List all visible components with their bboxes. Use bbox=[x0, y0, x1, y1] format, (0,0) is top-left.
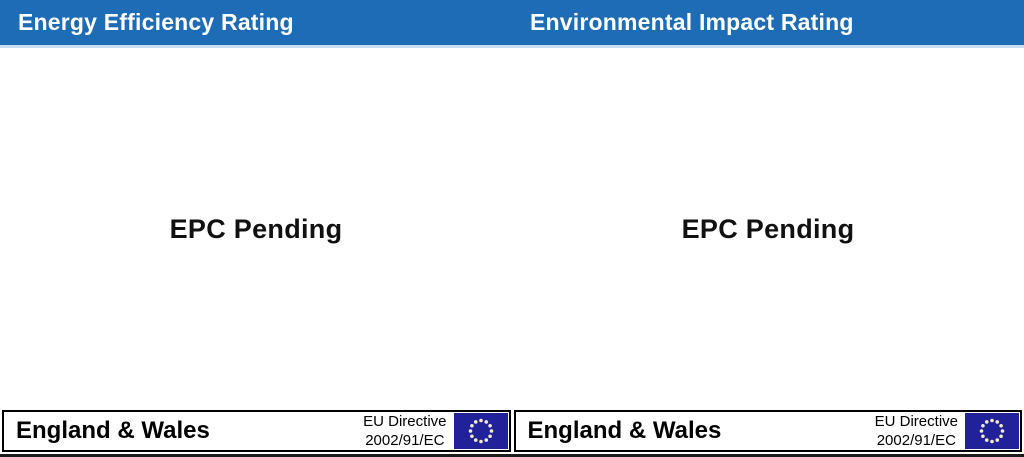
footer-gap bbox=[0, 452, 1024, 454]
eu-directive-line2: 2002/91/EC bbox=[876, 432, 956, 449]
environmental-impact-panel: EPC Pending bbox=[512, 48, 1024, 410]
eu-directive-label: EU Directive 2002/91/EC bbox=[875, 412, 958, 450]
energy-efficiency-title: Energy Efficiency Rating bbox=[18, 9, 294, 35]
epc-pending-label: EPC Pending bbox=[169, 213, 343, 244]
energy-efficiency-header: Energy Efficiency Rating bbox=[0, 0, 512, 45]
footer-row: England & Wales EU Directive 2002/91/EC bbox=[0, 410, 1024, 452]
eu-directive-line1: EU Directive bbox=[874, 413, 958, 430]
energy-efficiency-footer-box: England & Wales EU Directive 2002/91/EC bbox=[2, 410, 511, 452]
header-bar: Energy Efficiency Rating Environmental I… bbox=[0, 0, 1024, 48]
eu-directive-line1: EU Directive bbox=[363, 413, 447, 430]
eu-directive-line2: 2002/91/EC bbox=[365, 432, 445, 449]
environmental-impact-title: Environmental Impact Rating bbox=[530, 9, 854, 35]
eu-flag-icon bbox=[965, 413, 1019, 449]
energy-efficiency-panel: EPC Pending bbox=[0, 48, 512, 410]
bottom-border bbox=[0, 454, 1024, 457]
eu-directive-label: EU Directive 2002/91/EC bbox=[363, 412, 446, 450]
environmental-impact-header: Environmental Impact Rating bbox=[512, 0, 1024, 45]
charts-area: EPC Pending EPC Pending bbox=[0, 48, 1024, 410]
epc-pending-label: EPC Pending bbox=[681, 213, 855, 244]
region-label: England & Wales bbox=[16, 417, 210, 444]
environmental-impact-footer-box: England & Wales EU Directive 2002/91/EC bbox=[513, 410, 1022, 452]
region-label: England & Wales bbox=[527, 417, 722, 444]
eu-flag-icon bbox=[453, 413, 508, 449]
